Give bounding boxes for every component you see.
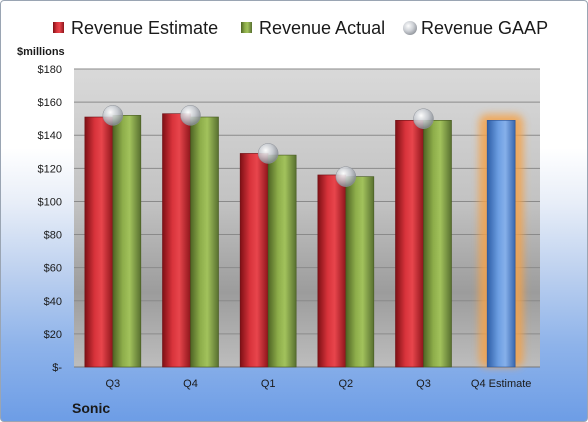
- x-tick-label: Q3: [105, 378, 120, 390]
- bar-revenue-estimate-q1-2: [239, 153, 269, 368]
- y-tick-label: $20: [44, 329, 62, 341]
- x-tick-label: Q2: [338, 378, 353, 390]
- legend-swatch-revenue-gaap: [403, 21, 417, 35]
- company-name: Sonic: [72, 400, 110, 416]
- y-tick-label: $60: [44, 263, 62, 275]
- legend-swatch-revenue-estimate: [53, 22, 64, 33]
- plot-area: [74, 69, 540, 367]
- marker-revenue-gaap-q2-3: [335, 166, 357, 187]
- bars: [84, 105, 524, 368]
- x-tick-label: Q4 Estimate: [471, 378, 532, 390]
- y-tick-label: $160: [38, 97, 62, 109]
- marker-revenue-gaap-q3-0: [102, 105, 124, 126]
- legend-label-revenue-actual: Revenue Actual: [259, 18, 385, 38]
- marker-revenue-gaap-q4-1: [180, 105, 201, 126]
- legend-label-revenue-estimate: Revenue Estimate: [71, 18, 218, 38]
- bar-revenue-estimate-q4-1: [162, 113, 191, 368]
- marker-revenue-gaap-q3-4: [413, 108, 434, 129]
- bar-revenue-actual-q2-3: [345, 176, 375, 368]
- x-tick-label: Q1: [261, 378, 276, 390]
- bar-revenue-actual-q3-4: [423, 120, 452, 368]
- bar-revenue-actual-q4-1: [190, 116, 219, 368]
- bar-revenue-estimate-q2-3: [317, 174, 347, 368]
- marker-revenue-gaap-q1-2: [257, 143, 279, 164]
- legend-swatch-revenue-actual: [241, 22, 252, 33]
- legend-label-revenue-gaap: Revenue GAAP: [421, 18, 548, 38]
- legend-item-revenue-gaap: Revenue GAAP: [403, 18, 548, 38]
- y-tick-label: $80: [44, 230, 62, 242]
- gridlines: [74, 68, 540, 368]
- y-tick-label: $40: [44, 296, 62, 308]
- bar-revenue-actual-q1-2: [267, 154, 297, 368]
- bar-revenue-estimate-q3-4: [395, 120, 424, 368]
- y-tick-label: $180: [38, 64, 62, 76]
- y-tick-label: $100: [38, 196, 62, 208]
- x-axis-tick-labels: Q3 Q4 Q1 Q2 Q3 Q4 Estimate: [105, 378, 531, 390]
- bar-revenue-actual-q3-0: [112, 115, 142, 368]
- y-tick-label: $120: [38, 163, 62, 175]
- legend-item-revenue-actual: Revenue Actual: [241, 18, 385, 38]
- y-tick-label: $140: [38, 130, 62, 142]
- y-tick-label: $-: [52, 362, 62, 374]
- y-axis-tick-labels: $- $20 $40 $60 $80 $100 $120 $140 $160 $180: [38, 64, 63, 374]
- x-tick-label: Q3: [416, 378, 431, 390]
- y-axis-unit-label: $millions: [17, 46, 65, 58]
- bar-revenue-estimate-q3-0: [84, 116, 114, 368]
- legend-item-revenue-estimate: Revenue Estimate: [53, 18, 218, 38]
- x-tick-label: Q4: [183, 378, 198, 390]
- bar-revenue-estimate-q4-estimate: [486, 120, 516, 368]
- legend: Revenue Estimate Revenue Actual Revenue …: [53, 18, 548, 38]
